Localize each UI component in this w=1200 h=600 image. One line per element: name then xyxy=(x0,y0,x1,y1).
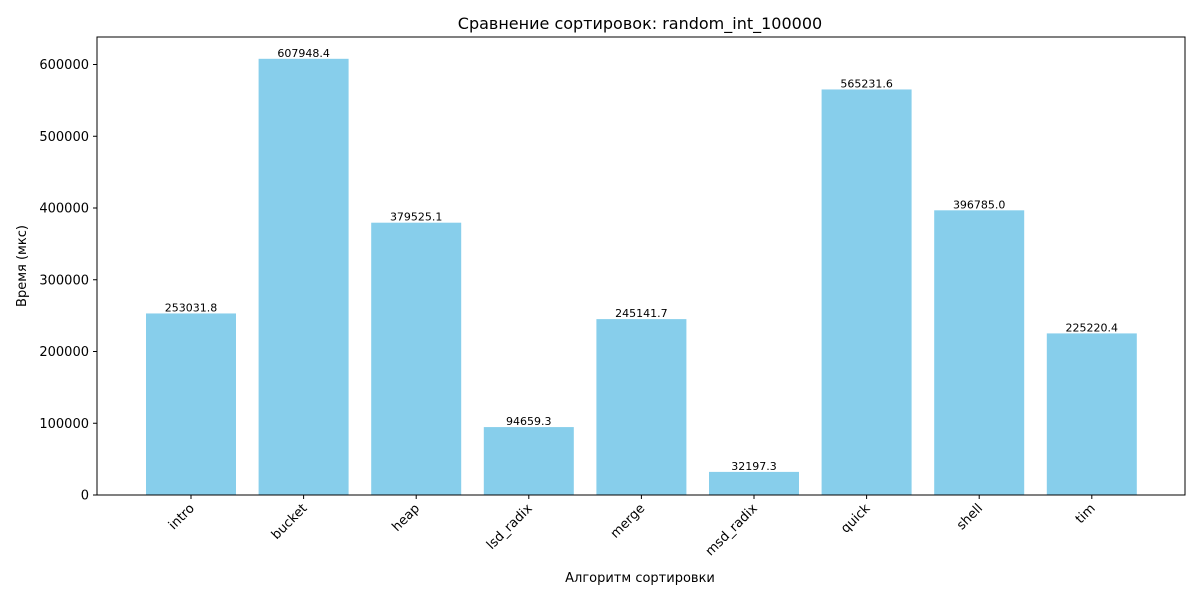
x-tick-label-heap: heap xyxy=(389,501,423,535)
bar-tim xyxy=(1046,333,1137,495)
x-tick-label-tim: tim xyxy=(1073,501,1099,527)
x-tick-label-lsd_radix: lsd_radix xyxy=(484,501,536,553)
x-tick-label-shell: shell xyxy=(954,501,986,533)
chart-title: Сравнение сортировок: random_int_100000 xyxy=(458,14,822,34)
bar-bucket xyxy=(258,58,349,496)
bar-value-label: 607948.4 xyxy=(277,47,330,60)
y-tick-label: 300000 xyxy=(39,273,89,288)
y-axis-ticks: 0 100000 200000 300000 400000 500000 600000 xyxy=(39,58,97,504)
y-tick-label: 200000 xyxy=(39,345,89,360)
y-tick-label: 600000 xyxy=(39,58,89,73)
bar-value-label: 379525.1 xyxy=(390,211,443,224)
x-tick-label-quick: quick xyxy=(838,501,874,537)
x-tick-label-intro: intro xyxy=(166,501,198,533)
bar-merge xyxy=(596,319,687,495)
bar-value-label: 396785.0 xyxy=(953,198,1006,211)
x-axis-ticks: intro bucket heap lsd_radix merge msd_radix qu… xyxy=(166,495,1099,559)
x-tick-label-msd_radix: msd_radix xyxy=(703,501,761,559)
bar-value-label: 94659.3 xyxy=(506,415,552,428)
bar-shell xyxy=(934,210,1025,495)
bar-intro xyxy=(146,313,236,495)
plot-frame xyxy=(96,36,1186,496)
bar-heap xyxy=(371,222,462,495)
bar-value-label: 225220.4 xyxy=(1066,321,1119,334)
bar-value-label: 245141.7 xyxy=(615,307,668,320)
x-axis-label: Алгоритм сортировки xyxy=(565,571,715,586)
x-tick-label-bucket: bucket xyxy=(269,501,311,543)
bar-value-label: 565231.6 xyxy=(840,77,893,90)
y-tick-label: 0 xyxy=(81,489,89,504)
bar-value-label: 253031.8 xyxy=(165,301,218,314)
y-axis-label: Время (мкс) xyxy=(15,225,30,307)
bar-lsd_radix xyxy=(483,427,574,495)
bar-value-label: 32197.3 xyxy=(731,460,777,473)
bar-quick xyxy=(821,89,912,495)
x-tick-label-merge: merge xyxy=(608,501,648,541)
y-tick-label: 500000 xyxy=(39,130,89,145)
y-tick-label: 400000 xyxy=(39,202,89,217)
bar-msd_radix xyxy=(709,471,799,495)
bars-layer: 253031.8 607948.4 379525.1 94659.3 245141.7 3… xyxy=(146,47,1137,496)
y-tick-label: 100000 xyxy=(39,417,89,432)
